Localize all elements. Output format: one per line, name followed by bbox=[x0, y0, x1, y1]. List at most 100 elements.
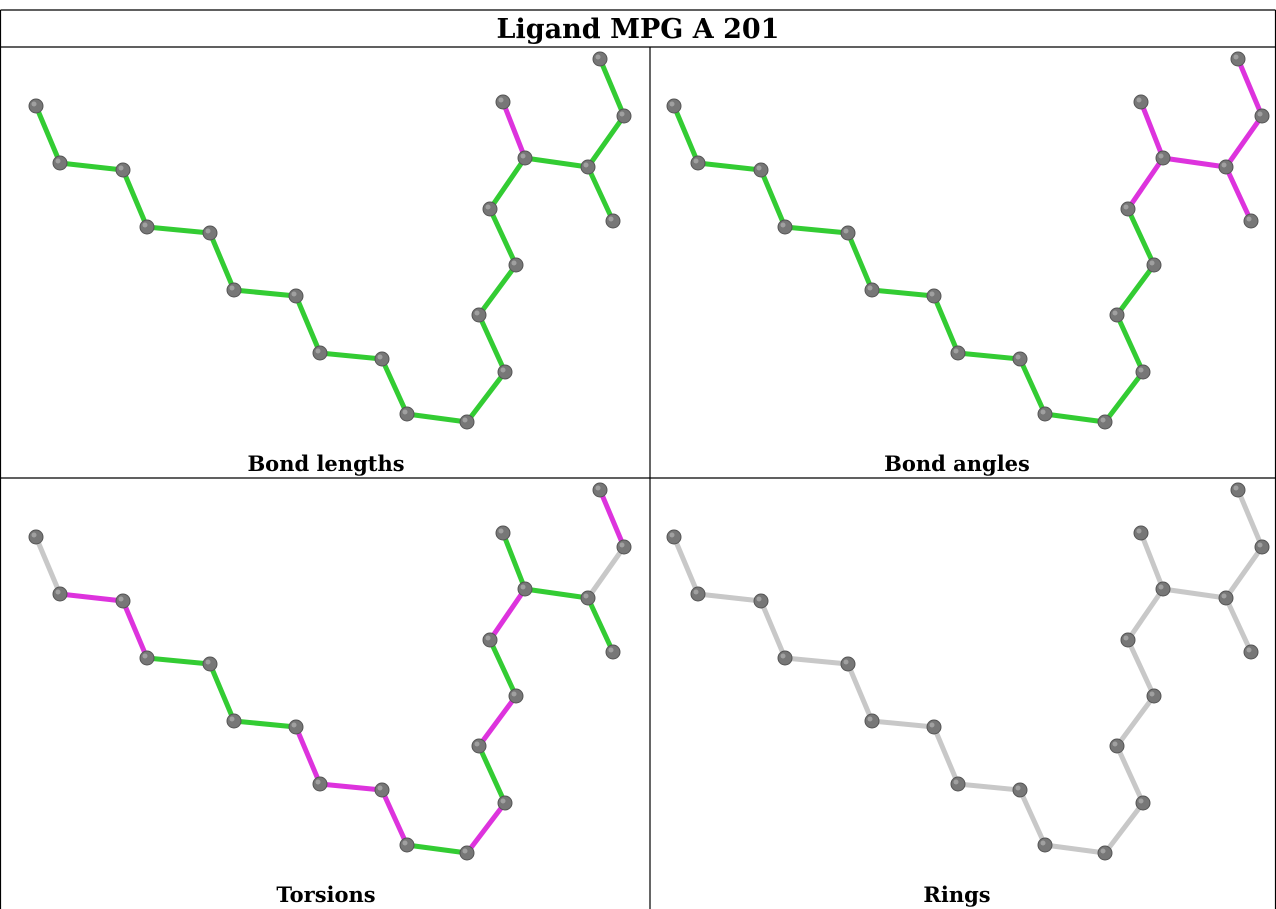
atom-highlight bbox=[1100, 417, 1106, 423]
atom bbox=[202, 225, 218, 241]
bond bbox=[476, 262, 519, 318]
bond bbox=[144, 655, 213, 667]
atom bbox=[312, 776, 328, 792]
atom bbox=[840, 225, 856, 241]
atom-highlight bbox=[142, 222, 148, 228]
atom bbox=[1012, 351, 1028, 367]
atom-highlight bbox=[402, 409, 408, 415]
atom bbox=[52, 586, 68, 602]
atom-highlight bbox=[462, 848, 468, 854]
bond bbox=[1223, 164, 1254, 224]
atom bbox=[950, 345, 966, 361]
atom bbox=[1230, 51, 1246, 67]
atom bbox=[592, 51, 608, 67]
bond bbox=[931, 293, 961, 356]
atom-highlight bbox=[1233, 485, 1239, 491]
bond bbox=[293, 293, 323, 356]
atom-highlight bbox=[498, 97, 504, 103]
atom bbox=[1243, 644, 1259, 660]
bond bbox=[317, 350, 385, 362]
atom bbox=[1012, 782, 1028, 798]
atom bbox=[1218, 590, 1234, 606]
atom-highlight bbox=[608, 216, 614, 222]
atom bbox=[1146, 688, 1162, 704]
atom-highlight bbox=[756, 596, 762, 602]
atom-highlight bbox=[142, 653, 148, 659]
atom bbox=[753, 593, 769, 609]
atom-highlight bbox=[619, 542, 625, 548]
atom-highlight bbox=[315, 348, 321, 354]
atom-highlight bbox=[929, 291, 935, 297]
atom bbox=[399, 406, 415, 422]
atom-highlight bbox=[929, 722, 935, 728]
bond bbox=[1042, 411, 1108, 425]
atom bbox=[52, 155, 68, 171]
bond bbox=[695, 160, 764, 173]
atom-highlight bbox=[1246, 647, 1252, 653]
atom bbox=[312, 345, 328, 361]
atom bbox=[864, 713, 880, 729]
atom-highlight bbox=[1257, 542, 1263, 548]
atom-highlight bbox=[1158, 584, 1164, 590]
atom bbox=[605, 644, 621, 660]
atom bbox=[690, 586, 706, 602]
atom-highlight bbox=[1015, 785, 1021, 791]
bond bbox=[1125, 586, 1166, 643]
bond bbox=[695, 591, 764, 604]
bond bbox=[487, 206, 519, 268]
atom-highlight bbox=[1136, 528, 1142, 534]
atom-highlight bbox=[1100, 848, 1106, 854]
bond bbox=[1114, 743, 1146, 806]
atom bbox=[1243, 213, 1259, 229]
atom-highlight bbox=[229, 285, 235, 291]
atom-highlight bbox=[953, 348, 959, 354]
atom-highlight bbox=[1246, 216, 1252, 222]
bond bbox=[1160, 155, 1229, 170]
bond bbox=[1125, 155, 1166, 212]
atom-highlight bbox=[377, 354, 383, 360]
atom-highlight bbox=[953, 779, 959, 785]
atom-highlight bbox=[520, 153, 526, 159]
bond bbox=[782, 655, 851, 667]
atom bbox=[497, 364, 513, 380]
atom-highlight bbox=[1136, 97, 1142, 103]
bond bbox=[487, 586, 528, 643]
bond bbox=[33, 534, 63, 597]
atom-highlight bbox=[205, 228, 211, 234]
atom bbox=[1097, 414, 1113, 430]
atom-highlight bbox=[31, 532, 37, 538]
atom-highlight bbox=[1158, 153, 1164, 159]
bond bbox=[120, 167, 150, 230]
atom-highlight bbox=[867, 716, 873, 722]
panel-caption: Rings bbox=[923, 882, 990, 907]
bond bbox=[231, 718, 299, 730]
atom bbox=[288, 288, 304, 304]
atom bbox=[1037, 406, 1053, 422]
atom bbox=[1120, 632, 1136, 648]
atom bbox=[1135, 364, 1151, 380]
atom bbox=[690, 155, 706, 171]
atom-highlight bbox=[1221, 593, 1227, 599]
atom bbox=[471, 738, 487, 754]
bond bbox=[758, 167, 788, 230]
panel-rings: Rings bbox=[666, 482, 1270, 907]
atom bbox=[753, 162, 769, 178]
bond bbox=[671, 534, 701, 597]
bond bbox=[464, 800, 508, 856]
bond bbox=[1114, 312, 1146, 375]
atom bbox=[1155, 150, 1171, 166]
atom-highlight bbox=[291, 722, 297, 728]
atom-highlight bbox=[500, 798, 506, 804]
atom-highlight bbox=[669, 532, 675, 538]
atom-highlight bbox=[229, 716, 235, 722]
atom-highlight bbox=[756, 165, 762, 171]
bond bbox=[522, 155, 591, 170]
bond bbox=[1102, 369, 1146, 425]
bond bbox=[597, 56, 627, 119]
atom bbox=[605, 213, 621, 229]
atom-highlight bbox=[498, 528, 504, 534]
atom-highlight bbox=[55, 589, 61, 595]
bond bbox=[1114, 693, 1157, 749]
bond bbox=[144, 224, 213, 236]
